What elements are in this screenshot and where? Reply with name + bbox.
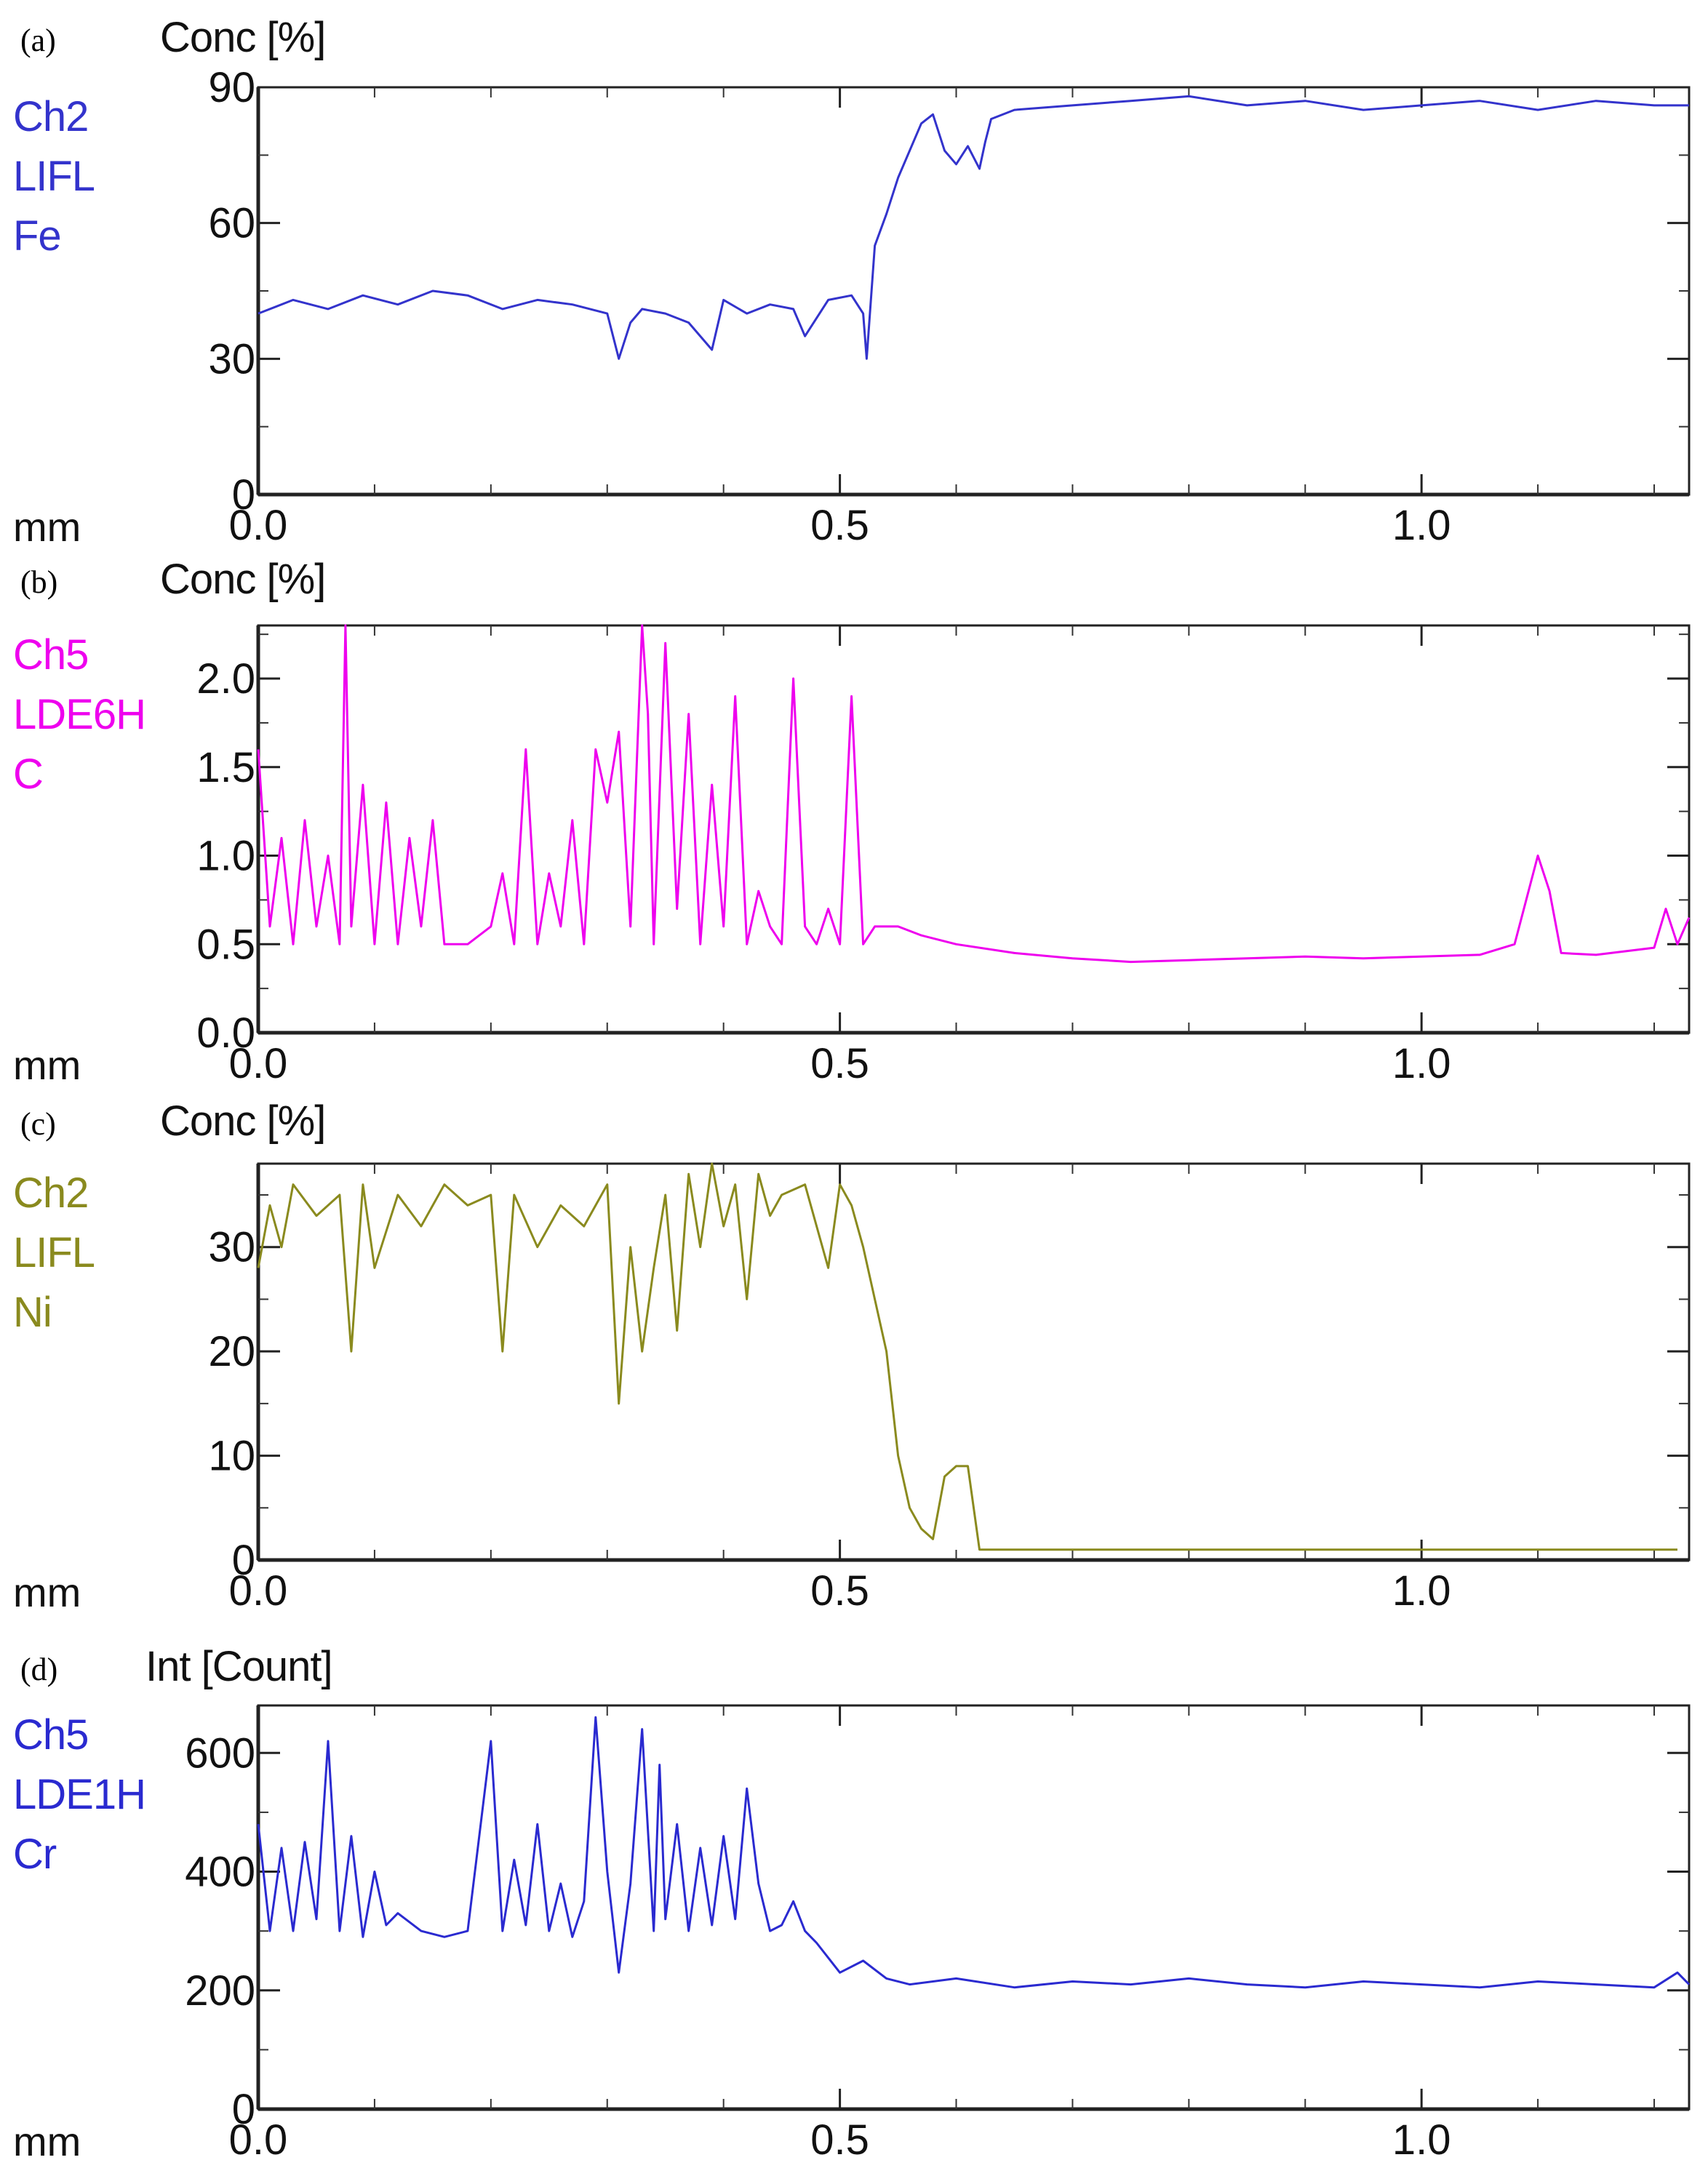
x-tick-label: 1.0 [1392,502,1451,549]
series-line [257,624,1691,964]
y-axis-label: Conc [%] [160,14,326,61]
y-tick-label: 0.5 [196,921,255,968]
y-tick-label: 0 [232,1537,255,1584]
y-axis-label: Conc [%] [160,556,326,603]
channel-label: LDE6H [13,691,146,738]
x-tick-label: 0.5 [810,502,869,549]
x-tick-label: 0.5 [810,1567,869,1615]
channel-label: Ch5 [13,631,89,679]
channel-label: C [13,751,44,798]
channel-label: LIFL [13,1229,95,1276]
y-tick-label: 30 [208,335,255,383]
panel-letter: (c) [20,1106,56,1142]
y-tick-label: 10 [208,1433,255,1480]
x-tick-label: 1.0 [1392,1040,1451,1087]
channel-label: Ni [13,1289,52,1336]
series-line [257,1716,1691,1989]
channel-label: LDE1H [13,1771,146,1818]
channel-label: Fe [13,212,62,260]
y-tick-label: 400 [185,1849,255,1896]
channel-label: Ch5 [13,1711,89,1759]
x-tick-label: 0.0 [229,502,288,549]
series-line [257,1162,1677,1551]
x-tick-label: 1.0 [1392,1567,1451,1615]
y-tick-label: 0.0 [196,1009,255,1057]
x-tick-label: 0.0 [229,1040,288,1087]
x-tick-label: 0.0 [229,1567,288,1615]
channel-label: Ch2 [13,1169,89,1217]
channel-label: Ch2 [13,93,89,140]
x-axis-label: mm [13,2119,81,2164]
channel-label: LIFL [13,153,95,200]
y-tick-label: 600 [185,1729,255,1777]
x-tick-label: 0.0 [229,2116,288,2164]
x-tick-label: 1.0 [1392,2116,1451,2164]
y-tick-label: 60 [208,200,255,247]
y-tick-label: 1.5 [196,744,255,791]
y-axis-label: Conc [%] [160,1097,326,1145]
channel-label: Cr [13,1831,57,1878]
y-tick-label: 90 [208,64,255,111]
y-tick-label: 20 [208,1328,255,1375]
x-tick-label: 0.5 [810,2116,869,2164]
x-axis-label: mm [13,1569,81,1615]
series-line [258,95,1689,360]
panel-letter: (d) [20,1652,58,1687]
y-tick-label: 30 [208,1224,255,1271]
x-axis-label: mm [13,1042,81,1088]
x-axis-label: mm [13,504,81,550]
plot-frame [257,1704,1691,2111]
y-tick-label: 0 [232,2086,255,2133]
x-tick-label: 0.5 [810,1040,869,1087]
y-axis-label: Int [Count] [145,1643,333,1690]
y-tick-label: 0 [232,471,255,519]
panel-letter: (b) [20,564,58,600]
y-tick-label: 1.0 [196,833,255,880]
y-tick-label: 200 [185,1967,255,2015]
panel-letter: (a) [20,23,56,58]
y-tick-label: 2.0 [196,655,255,703]
